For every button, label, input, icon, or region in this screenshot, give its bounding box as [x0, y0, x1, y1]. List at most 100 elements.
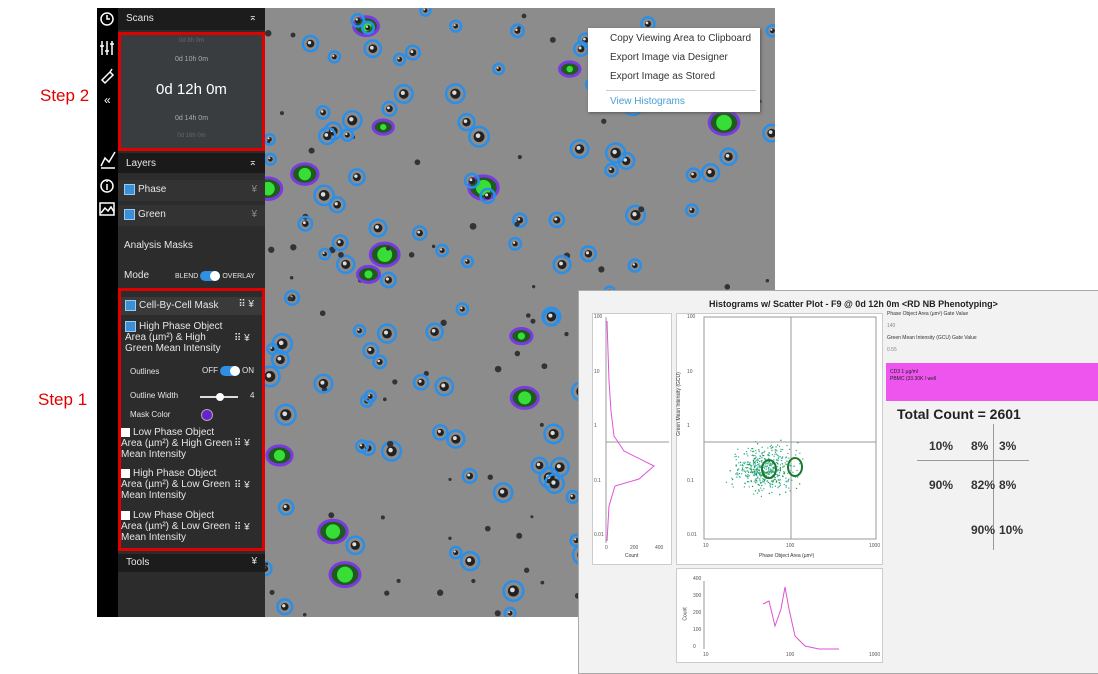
scan-selector[interactable]: 0d 8h 0m 0d 10h 0m 0d 12h 0m 0d 14h 0m 0…	[118, 32, 265, 151]
cell-spot	[770, 29, 772, 31]
scatter-dot	[741, 470, 742, 471]
scatter-dot	[751, 469, 752, 470]
cell-spot	[388, 448, 392, 452]
scatter-dot	[770, 486, 771, 487]
layer-row[interactable]: Phase¥	[118, 180, 265, 201]
checkbox[interactable]	[124, 184, 135, 195]
debris	[383, 398, 387, 402]
cluster-green	[364, 270, 372, 278]
cell-spot	[537, 463, 540, 466]
mask-item[interactable]: Low Phase Object Area (µm²) & Low Green …	[121, 510, 233, 543]
scatter-dot	[743, 469, 744, 470]
scatter-dot	[759, 461, 760, 462]
tools-header[interactable]: Tools¥	[118, 554, 265, 572]
scatter-dot	[753, 475, 754, 476]
scatter-dot	[772, 486, 773, 487]
slider[interactable]	[200, 396, 238, 398]
debris	[338, 252, 344, 258]
scatter-dot	[743, 462, 744, 463]
scatter-dot	[753, 493, 754, 494]
tick-label: 10	[703, 652, 709, 658]
debris	[488, 474, 493, 479]
cluster-green	[274, 450, 285, 461]
scan-time-selected[interactable]: 0d 12h 0m	[121, 81, 262, 98]
scatter-dot	[785, 477, 786, 478]
scatter-dot	[785, 480, 786, 481]
debris	[320, 310, 326, 316]
cell-spot	[386, 277, 389, 280]
scatter-dot	[744, 486, 745, 487]
cell-spot	[267, 373, 272, 378]
tick-label: 1	[687, 423, 690, 429]
mask-icon[interactable]: ⠿ ¥	[234, 522, 250, 533]
scatter-dot	[742, 467, 743, 468]
scatter-dot	[756, 465, 757, 466]
scatter-dot	[780, 440, 781, 441]
mask-item[interactable]: High Phase Object Area (µm²) & High Gree…	[125, 321, 233, 354]
scans-header[interactable]: Scans⌅	[118, 8, 265, 30]
mask-icon[interactable]: ⠿ ¥	[234, 480, 250, 491]
menu-item[interactable]: View Histograms	[610, 96, 685, 107]
scatter-dot	[737, 449, 738, 450]
step-label: Step 2	[40, 86, 89, 106]
scatter-dot	[771, 450, 772, 451]
scatter-dot	[748, 448, 749, 449]
layers-header[interactable]: Layers⌅	[118, 153, 265, 173]
scatter-dot	[773, 459, 774, 460]
debris	[290, 276, 294, 280]
mask-header[interactable]: Cell-By-Cell Mask⠿ ¥	[121, 297, 262, 315]
scatter-dot	[751, 448, 752, 449]
scatter-dot	[750, 464, 751, 465]
scatter-dot	[757, 443, 758, 444]
scatter-dot	[780, 469, 781, 470]
scatter-dot	[746, 467, 747, 468]
scatter-dot	[766, 466, 767, 467]
scatter-dot	[750, 480, 751, 481]
checkbox[interactable]	[124, 209, 135, 220]
scan-time[interactable]: 0d 14h 0m	[121, 115, 262, 122]
collapse[interactable]: ⌅	[249, 12, 257, 23]
mask-name: Low Phase Object Area (µm²) & Low Green …	[121, 510, 230, 543]
color-swatch[interactable]	[201, 409, 213, 421]
mask-item[interactable]: High Phase Object Area (µm²) & Low Green…	[121, 468, 233, 501]
scan-time[interactable]: 0d 10h 0m	[121, 56, 262, 63]
cluster-green	[326, 524, 340, 538]
scatter-dot	[776, 459, 777, 460]
header-text: Tools	[126, 557, 149, 568]
mask-icon[interactable]: ⠿ ¥	[234, 438, 250, 449]
tick-label: 1000	[869, 543, 880, 549]
collapse[interactable]: ⌅	[249, 157, 257, 168]
scan-time[interactable]: 0d 16h 0m	[121, 133, 262, 139]
debris	[541, 363, 547, 369]
mask-item[interactable]: Low Phase Object Area (µm²) & High Green…	[121, 427, 233, 460]
tick-label: 10	[594, 369, 600, 375]
scatter-dot	[778, 457, 779, 458]
debris	[470, 223, 477, 230]
scan-time[interactable]: 0d 8h 0m	[121, 38, 262, 44]
scatter-dot	[776, 462, 777, 463]
menu-item[interactable]: Export Image as Stored	[610, 71, 715, 82]
menu-item[interactable]: Export Image via Designer	[610, 52, 728, 63]
cluster-green	[337, 567, 353, 583]
scatter-dot	[735, 454, 736, 455]
tick-label: 10	[703, 543, 709, 549]
scatter-dot	[752, 451, 753, 452]
menu-item[interactable]: Copy Viewing Area to Clipboard	[610, 33, 751, 44]
scatter-dot	[755, 490, 756, 491]
cell-spot	[691, 173, 694, 176]
mask-icon[interactable]: ⠿ ¥	[234, 333, 250, 344]
cell-spot	[410, 50, 413, 53]
cell-spot	[352, 542, 356, 546]
scatter-dot	[788, 457, 789, 458]
scatter-dot	[799, 452, 800, 453]
cell-spot	[440, 248, 442, 250]
cell-spot	[453, 436, 457, 440]
scatter-dot	[789, 490, 790, 491]
layer-row[interactable]: Green¥	[118, 205, 265, 226]
scatter-dot	[760, 476, 761, 477]
gate-value: 140	[887, 323, 895, 329]
cluster-green	[299, 168, 311, 180]
quadrant-value: 8%	[971, 439, 988, 453]
